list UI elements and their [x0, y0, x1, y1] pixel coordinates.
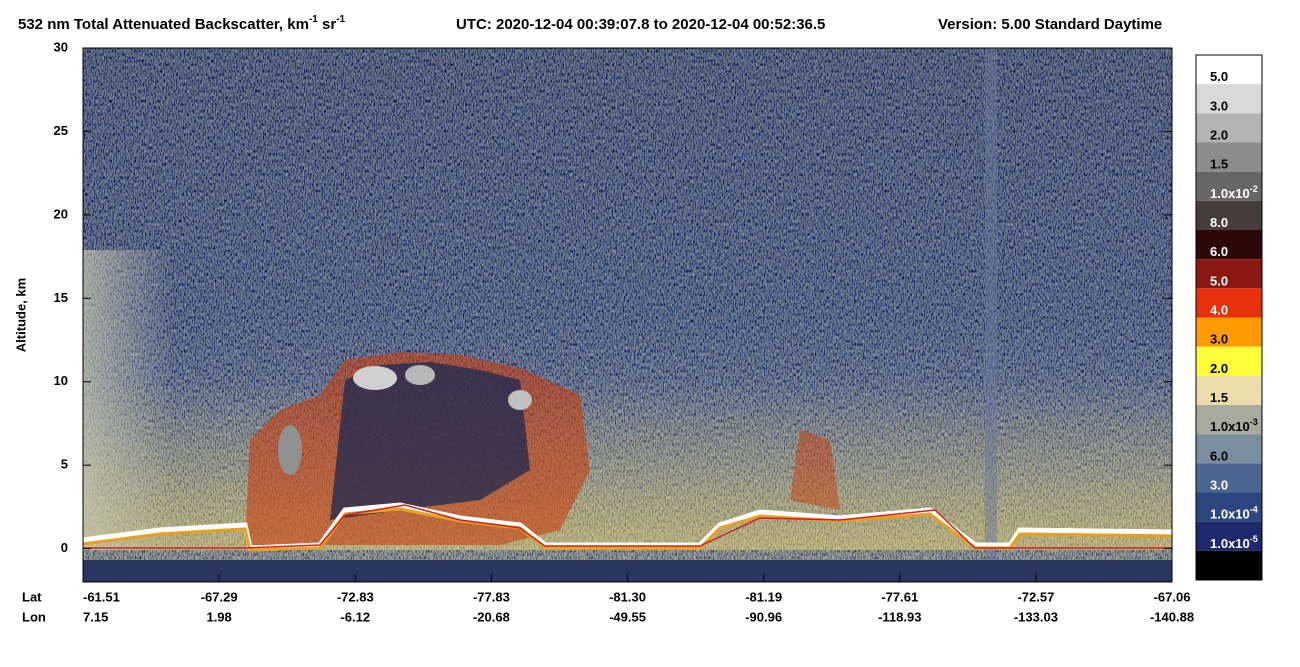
colorbar-swatch	[1196, 317, 1262, 347]
colorbar-label-text: 1.5	[1210, 157, 1228, 172]
colorbar-swatch	[1196, 259, 1262, 289]
colorbar-swatch	[1196, 200, 1262, 230]
colorbar-label: 6.0	[1210, 245, 1228, 260]
colorbar-frame	[1195, 54, 1263, 581]
colorbar-swatch	[1196, 346, 1262, 376]
lon-tick-label: -133.03	[1014, 609, 1058, 624]
colorbar-swatch	[1196, 463, 1262, 493]
colorbar-label-text: 5.0	[1210, 274, 1228, 289]
backscatter-curtain	[82, 48, 1173, 582]
colorbar-label: 8.0	[1210, 215, 1228, 230]
colorbar-label-text: 8.0	[1210, 215, 1228, 230]
title-text: 532 nm Total Attenuated Backscatter, km	[18, 16, 309, 33]
lat-tick-label: -72.83	[337, 589, 374, 604]
colorbar-label: 2.0	[1210, 128, 1228, 143]
lat-tick-label: -81.30	[609, 589, 646, 604]
lon-tick-label: -140.88	[1150, 609, 1194, 624]
colorbar-swatch	[1196, 113, 1262, 143]
title-sup: -1	[309, 14, 318, 25]
lat-tick-label: -77.61	[881, 589, 918, 604]
colorbar-label-text: 1.5	[1210, 390, 1228, 405]
lon-label: Lon	[22, 609, 46, 624]
colorbar-label: 3.0	[1210, 332, 1228, 347]
title-text: sr	[318, 16, 337, 33]
colorbar-label-text: 1.0x10	[1210, 186, 1250, 201]
lat-tick-label: -77.83	[473, 589, 510, 604]
colorbar-swatch	[1196, 405, 1262, 435]
y-tick-label: 25	[54, 123, 68, 138]
colorbar-label-text: 1.0x10	[1210, 420, 1250, 435]
lon-tick-label: -90.96	[745, 609, 782, 624]
colorbar-label-text: 3.0	[1210, 332, 1228, 347]
colorbar-label: 2.0	[1210, 361, 1228, 376]
colorbar-label-text: 3.0	[1210, 99, 1228, 114]
y-tick-label: 0	[61, 540, 68, 555]
y-axis-label: Altitude, km	[13, 278, 28, 352]
colorbar-label-text: 3.0	[1210, 478, 1228, 493]
colorbar-label: 1.0x10-5	[1210, 534, 1258, 551]
colorbar-label-exp: -5	[1250, 534, 1258, 544]
colorbar-label: 6.0	[1210, 449, 1228, 464]
colorbar-swatch	[1196, 521, 1262, 551]
colorbar-label-exp: -4	[1250, 505, 1258, 515]
y-tick-label: 20	[54, 206, 68, 221]
colorbar-label-exp: -3	[1250, 418, 1258, 428]
lon-tick-label: -49.55	[609, 609, 646, 624]
title-sup: -1	[336, 14, 345, 25]
lon-tick-label: 7.15	[83, 609, 108, 624]
colorbar-swatch	[1196, 55, 1262, 85]
colorbar-label-text: 5.0	[1210, 70, 1228, 85]
colorbar-label: 3.0	[1210, 478, 1228, 493]
colorbar-label: 1.5	[1210, 157, 1228, 172]
lat-tick-label: -67.29	[201, 589, 238, 604]
lat-tick-label: -81.19	[745, 589, 782, 604]
chart-title: 532 nm Total Attenuated Backscatter, km-…	[18, 14, 346, 33]
colorbar-swatch	[1196, 550, 1262, 580]
colorbar-label: 5.0	[1210, 70, 1228, 85]
colorbar-swatch	[1196, 492, 1262, 522]
lat-tick-label: -72.57	[1017, 589, 1054, 604]
y-tick-label: 5	[61, 457, 68, 472]
version: Version: 5.00 Standard Daytime	[938, 16, 1162, 33]
y-tick-label: 30	[54, 39, 68, 54]
colorbar-swatch	[1196, 84, 1262, 114]
lat-label: Lat	[22, 589, 42, 604]
colorbar-label-text: 2.0	[1210, 361, 1228, 376]
colorbar-label-text: 2.0	[1210, 128, 1228, 143]
colorbar-label-text: 1.0x10	[1210, 507, 1250, 522]
y-tick-label: 10	[54, 373, 68, 388]
lat-tick-label: -67.06	[1154, 589, 1191, 604]
colorbar-swatch	[1196, 288, 1262, 318]
colorbar-label-text: 1.0x10	[1210, 536, 1250, 551]
colorbar-label: 1.5	[1210, 390, 1228, 405]
lon-tick-label: -118.93	[878, 609, 921, 624]
colorbar-swatch	[1196, 375, 1262, 405]
colorbar-label: 1.0x10-4	[1210, 505, 1258, 522]
colorbar-label: 1.0x10-2	[1210, 184, 1258, 201]
colorbar-swatch	[1196, 434, 1262, 464]
colorbar-label-exp: -2	[1250, 184, 1258, 194]
utc-range: UTC: 2020-12-04 00:39:07.8 to 2020-12-04…	[456, 16, 825, 33]
colorbar-label-text: 4.0	[1210, 303, 1228, 318]
colorbar-label-text: 6.0	[1210, 449, 1228, 464]
colorbar-label: 3.0	[1210, 99, 1228, 114]
lon-tick-label: -20.68	[473, 609, 510, 624]
colorbar-label-text: 6.0	[1210, 245, 1228, 260]
colorbar-label: 4.0	[1210, 303, 1228, 318]
colorbar-swatch	[1196, 142, 1262, 172]
lat-tick-label: -61.51	[83, 589, 120, 604]
lon-tick-label: -6.12	[340, 609, 370, 624]
colorbar-label: 5.0	[1210, 274, 1228, 289]
colorbar-swatch	[1196, 230, 1262, 260]
y-tick-label: 15	[54, 290, 68, 305]
colorbar-label: 1.0x10-3	[1210, 418, 1258, 435]
colorbar-swatch	[1196, 171, 1262, 201]
lon-tick-label: 1.98	[206, 609, 231, 624]
